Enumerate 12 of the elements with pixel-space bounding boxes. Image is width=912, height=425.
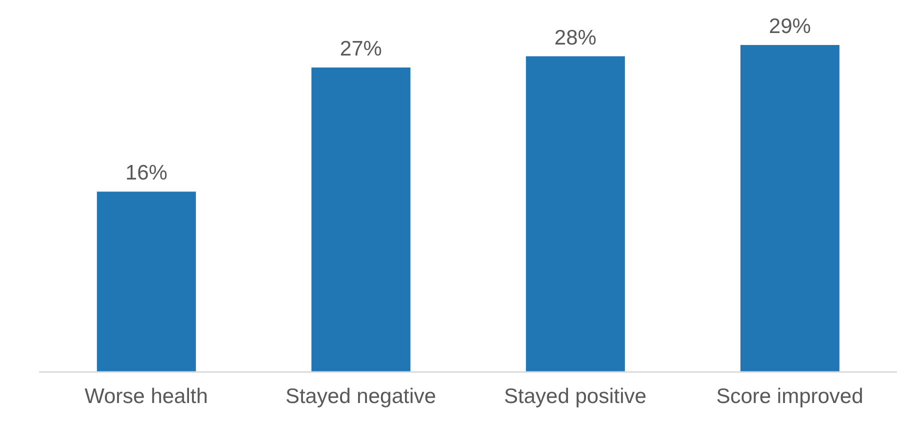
x-tick-label: Stayed negative xyxy=(285,384,436,408)
data-label: 28% xyxy=(554,26,596,50)
x-tick-label: Score improved xyxy=(716,384,864,408)
bar xyxy=(311,68,410,372)
bar xyxy=(740,45,840,372)
data-label: 16% xyxy=(125,162,168,185)
data-label: 29% xyxy=(768,15,811,38)
x-tick-label: Stayed positive xyxy=(504,384,646,408)
data-label: 27% xyxy=(340,38,382,61)
bar xyxy=(526,56,625,372)
x-tick-label: Worse health xyxy=(84,384,208,408)
bar xyxy=(96,192,196,372)
